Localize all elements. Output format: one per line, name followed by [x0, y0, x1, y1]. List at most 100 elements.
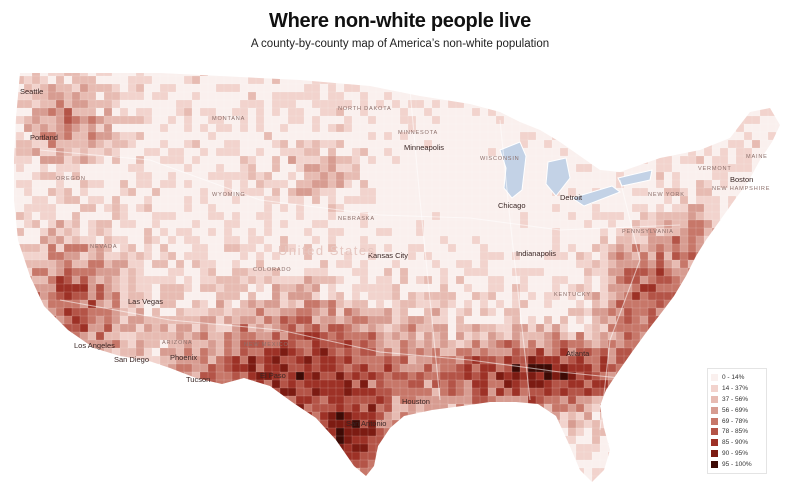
county-cell	[519, 267, 529, 277]
county-cell	[487, 275, 497, 285]
county-cell	[671, 211, 681, 221]
county-cell	[599, 243, 609, 253]
county-cell	[784, 348, 792, 356]
county-cell	[607, 283, 617, 293]
county-cell	[71, 115, 81, 125]
county-cell	[15, 427, 25, 437]
county-cell	[175, 73, 185, 77]
county-cell	[471, 179, 481, 189]
county-cell	[287, 91, 297, 101]
county-cell	[591, 323, 601, 333]
county-cell	[215, 163, 225, 173]
county-cell	[639, 347, 649, 357]
county-cell	[463, 195, 473, 205]
county-cell	[663, 355, 673, 365]
county-cell	[247, 211, 257, 221]
county-cell	[463, 371, 473, 381]
county-cell	[599, 123, 609, 133]
county-cell	[311, 187, 321, 197]
county-cell	[519, 355, 529, 365]
county-cell	[87, 171, 97, 181]
county-cell	[255, 443, 265, 453]
county-cell	[671, 387, 681, 397]
county-cell	[591, 419, 601, 429]
county-cell	[559, 75, 569, 85]
county-cell	[311, 435, 321, 445]
county-cell	[159, 259, 169, 269]
county-cell	[487, 251, 497, 261]
county-cell	[151, 427, 161, 437]
county-cell	[71, 379, 81, 389]
county-cell	[471, 163, 481, 173]
county-cell	[639, 115, 649, 125]
county-cell	[471, 235, 481, 245]
county-cell	[415, 323, 425, 333]
county-cell	[319, 267, 329, 277]
county-cell	[319, 339, 329, 349]
county-cell	[407, 83, 417, 93]
county-cell	[543, 195, 553, 205]
county-cell	[303, 91, 313, 101]
county-cell	[23, 403, 33, 413]
county-cell	[239, 355, 249, 365]
county-cell	[152, 60, 160, 68]
county-cell	[279, 291, 289, 301]
county-cell	[743, 123, 753, 133]
county-cell	[551, 91, 561, 101]
county-cell	[87, 163, 97, 173]
county-cell	[711, 107, 721, 117]
county-cell	[383, 139, 393, 149]
county-cell	[551, 379, 561, 389]
county-cell	[14, 115, 17, 125]
county-cell	[479, 331, 489, 341]
county-cell	[543, 315, 553, 325]
county-cell	[495, 211, 505, 221]
county-cell	[47, 443, 57, 453]
county-cell	[631, 451, 641, 461]
county-cell	[639, 123, 649, 133]
county-cell	[351, 379, 361, 389]
county-cell	[103, 99, 113, 109]
county-cell	[631, 427, 641, 437]
county-cell	[95, 371, 105, 381]
county-cell	[655, 323, 665, 333]
county-cell	[383, 123, 393, 133]
county-cell	[39, 73, 49, 77]
county-cell	[87, 107, 97, 117]
county-cell	[375, 171, 385, 181]
county-cell	[583, 451, 593, 461]
county-cell	[407, 379, 417, 389]
county-cell	[463, 267, 473, 277]
county-cell	[479, 315, 489, 325]
county-cell	[47, 227, 57, 237]
county-cell	[135, 211, 145, 221]
county-cell	[143, 259, 153, 269]
county-cell	[303, 123, 313, 133]
county-cell	[559, 99, 569, 109]
county-cell	[279, 315, 289, 325]
county-cell	[480, 60, 488, 68]
county-cell	[471, 171, 481, 181]
county-cell	[431, 171, 441, 181]
county-cell	[239, 259, 249, 269]
county-cell	[431, 155, 441, 165]
county-cell	[312, 60, 320, 68]
county-cell	[151, 195, 161, 205]
county-cell	[111, 91, 121, 101]
county-cell	[23, 251, 33, 261]
county-cell	[303, 155, 313, 165]
county-cell	[335, 267, 345, 277]
county-cell	[439, 267, 449, 277]
county-cell	[583, 75, 593, 85]
county-cell	[279, 435, 289, 445]
county-cell	[183, 275, 193, 285]
county-cell	[223, 155, 233, 165]
county-cell	[727, 323, 737, 333]
county-cell	[183, 115, 193, 125]
county-cell	[95, 379, 105, 389]
county-cell	[215, 275, 225, 285]
county-cell	[183, 203, 193, 213]
county-cell	[191, 235, 201, 245]
county-cell	[399, 347, 409, 357]
